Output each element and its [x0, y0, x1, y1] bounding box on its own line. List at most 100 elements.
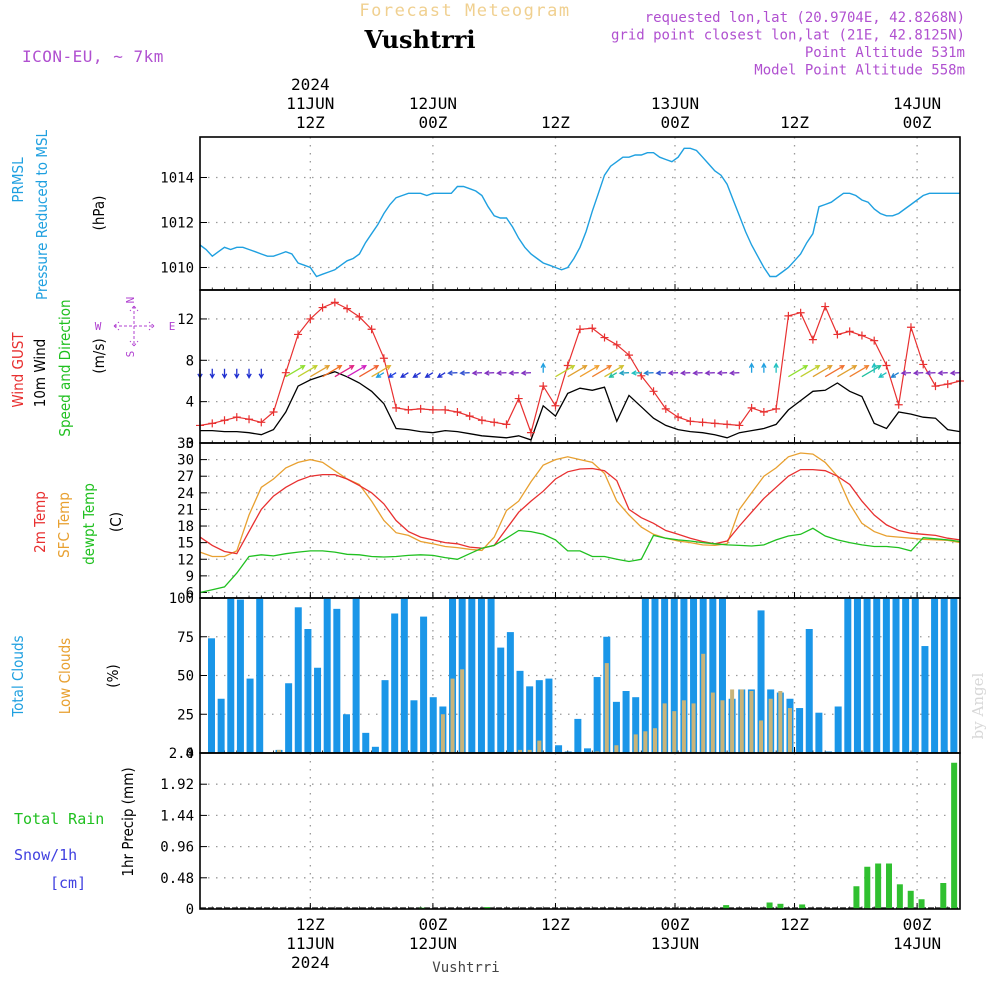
gust-marker: [906, 323, 915, 332]
y-tick-label: 1014: [160, 171, 194, 187]
info-line: requested lon,lat (20.9704E, 42.8268N): [645, 10, 965, 26]
wind-arrow: [334, 365, 355, 378]
gust-marker: [857, 331, 866, 340]
wind-arrow: [824, 365, 846, 378]
wind-arrow: [667, 370, 679, 376]
total-cloud-bar: [420, 616, 428, 753]
rain-bar: [853, 886, 860, 909]
pressure-label: Pressure Reduced to MSL: [33, 129, 51, 300]
wind-arrow: [540, 362, 546, 373]
compass-w: W: [95, 320, 102, 333]
low-cloud-bar: [787, 708, 792, 753]
wind-arrow: [555, 365, 576, 378]
panel-frame: [199, 289, 961, 444]
total-cloud-bar: [391, 613, 399, 753]
gust-marker: [710, 419, 719, 428]
gust-marker: [588, 324, 597, 333]
wind-arrow: [890, 372, 900, 378]
low-cloud-bar: [614, 745, 619, 753]
wind-arrow: [508, 370, 519, 376]
y-tick-label: 75: [177, 630, 194, 646]
time-label-bottom: 00Z: [903, 915, 932, 934]
y-tick-label: 1012: [160, 216, 194, 232]
low-cloud-bar: [604, 663, 609, 753]
wind-arrow: [949, 370, 961, 376]
wind-arrow: [608, 372, 618, 378]
panel-precip: 0 0.48 0.96 1.44 1.92 2.4: [160, 746, 961, 918]
total-cloud-bar: [362, 732, 370, 753]
time-label-bottom: 13JUN: [651, 934, 699, 953]
temp-2m-line: [199, 467, 961, 555]
panel-frame: [199, 136, 961, 291]
total-cloud-bar: [371, 746, 379, 753]
model-label: ICON-EU, ~ 7km: [22, 47, 164, 66]
panel-labels: PRMSL Pressure Reduced to MSL (hPa) Wind GU…: [9, 129, 175, 892]
gust-marker: [649, 387, 658, 396]
total-cloud-bar: [584, 748, 591, 753]
low-cloud-bar: [720, 700, 725, 753]
gust-marker: [208, 419, 217, 428]
dewpt-line: [199, 527, 961, 594]
total-cloud-bar: [892, 598, 900, 753]
wind-arrow: [773, 362, 779, 373]
wind-arrow: [630, 370, 642, 376]
total-cloud-bar: [555, 745, 563, 753]
rain-bar: [951, 762, 958, 909]
wind-arrow: [761, 362, 767, 373]
total-cloud-bar: [805, 629, 813, 753]
low-cloud-bar: [710, 692, 715, 753]
total-cloud-bar: [429, 697, 437, 753]
low-cloud-bar: [537, 740, 542, 753]
total-cloud-bar: [256, 598, 264, 753]
low-cloud-bar: [643, 731, 648, 753]
wind-arrow: [322, 365, 343, 378]
time-label-top: 11JUN: [286, 94, 334, 113]
wind-arrow: [359, 365, 380, 378]
rain-bar: [918, 899, 925, 909]
total-cloud-bar: [400, 598, 408, 753]
total-cloud-bar: [796, 708, 804, 753]
wind-arrow: [579, 365, 600, 378]
low-cloud-bar: [527, 749, 532, 753]
total-cloud-bar: [651, 598, 659, 753]
total-cloud-bar: [342, 714, 350, 753]
y-tick-label: 12: [177, 312, 194, 328]
wind-arrow: [436, 372, 446, 378]
y-tick-label: 8: [186, 353, 194, 369]
dewpt-label: dewpt Temp: [80, 483, 98, 565]
low-cloud-bar: [749, 691, 754, 753]
wind-arrow: [937, 370, 948, 376]
total-cloud-bar: [410, 700, 418, 753]
total-cloud-bar: [670, 598, 678, 753]
wind-arrow: [297, 365, 318, 378]
gust-marker: [576, 325, 584, 334]
rain-bar: [896, 884, 903, 909]
gust-marker: [245, 415, 254, 424]
time-label-top: 00Z: [903, 113, 932, 132]
wind-arrow: [221, 368, 228, 380]
wind-speed-line: [200, 371, 961, 441]
total-cloud-bar: [487, 598, 495, 753]
wind-arrow: [246, 368, 252, 380]
total-cloud-bar: [236, 599, 244, 753]
gust-marker: [931, 382, 940, 391]
wind-arrow: [716, 370, 728, 376]
total-cloud-bar: [526, 686, 534, 753]
total-cloud-bar: [834, 706, 842, 753]
time-label-bottom: 12JUN: [409, 934, 457, 953]
total-cloud-bar: [217, 698, 225, 753]
wind-arrow: [459, 370, 470, 376]
sfc-temp-line: [199, 452, 961, 558]
gust-marker: [490, 418, 499, 427]
footer-location: Vushtrri: [432, 960, 499, 976]
total-cloud-bar: [911, 598, 919, 753]
rain-bar: [886, 863, 892, 909]
rain-bar: [766, 902, 773, 909]
total-cloud-bar: [497, 647, 505, 753]
gust-marker: [821, 302, 830, 311]
y-tick-label: 2.4: [169, 746, 194, 762]
total-cloud-bar: [950, 598, 958, 753]
rain-bar: [799, 904, 806, 909]
total-cloud-bar: [545, 678, 553, 753]
time-label-bottom: 11JUN: [286, 934, 334, 953]
